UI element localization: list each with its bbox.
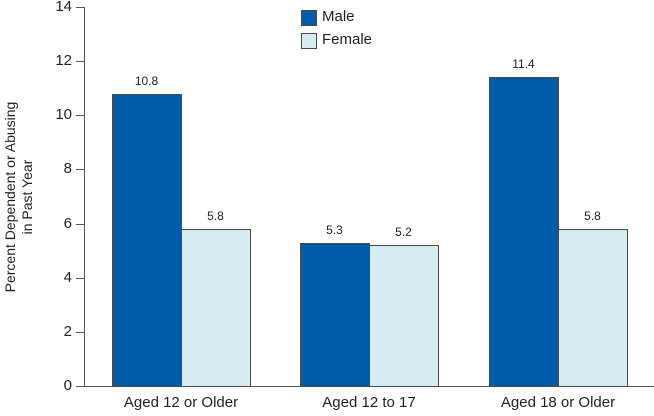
bar-value-label: 5.8 [584,209,601,223]
y-tick-label: 8 [63,160,72,177]
y-tick [76,332,85,333]
y-axis-line [84,7,85,387]
bar-male [112,94,182,387]
bar-female [558,229,628,387]
y-axis-label-line-2: in Past Year [19,159,35,235]
y-tick [76,386,85,387]
y-tick [76,169,85,170]
bar-value-label: 5.3 [326,223,343,237]
x-category-label: Aged 12 or Older [123,394,239,411]
legend-swatch-female [301,33,317,49]
bar-male [489,77,559,387]
legend-swatch-male [301,10,317,26]
y-axis-label-line-1: Percent Dependent or Abusing [2,101,18,293]
bar-female [369,245,439,387]
x-category-label: Aged 18 or Older [500,394,616,411]
bar-value-label: 5.2 [395,225,412,239]
y-tick-label: 2 [63,323,72,340]
y-tick [76,278,85,279]
y-tick-label: 0 [63,377,72,394]
y-tick [76,61,85,62]
bar-value-label: 11.4 [512,57,535,71]
x-category-label: Aged 12 to 17 [322,394,416,411]
y-tick [76,7,85,8]
legend-label-female: Female [322,31,373,48]
bar-value-label: 5.8 [207,209,224,223]
legend-label-male: Male [322,8,355,25]
y-tick-label: 14 [55,0,72,15]
y-axis-label: Percent Dependent or Abusing in Past Yea… [2,67,36,327]
bar-value-label: 10.8 [134,74,159,88]
y-tick [76,224,85,225]
y-tick-label: 6 [63,215,72,232]
y-tick-label: 4 [63,269,72,286]
y-tick [76,115,85,116]
bar-male [300,243,370,387]
y-tick-label: 10 [55,106,72,123]
y-tick-label: 12 [55,52,72,69]
bar-female [181,229,251,387]
